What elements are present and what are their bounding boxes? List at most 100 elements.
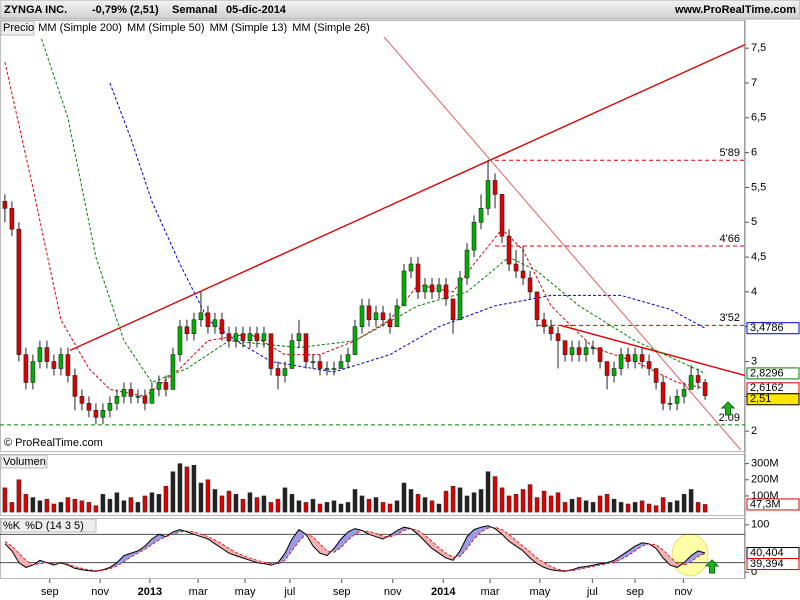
volume-bar <box>541 490 547 513</box>
volume-bar <box>436 503 442 513</box>
oscillator-fill <box>334 539 341 553</box>
y-tick-label: 200M <box>751 474 779 486</box>
volume-bar <box>226 490 232 513</box>
volume-bar <box>604 494 610 513</box>
candle-body <box>401 270 407 307</box>
candle-body <box>51 361 57 369</box>
volume-bar <box>30 497 36 513</box>
candle-body <box>688 375 694 390</box>
panel-label-box <box>0 518 97 533</box>
volume-bar <box>23 494 29 513</box>
volume-bar <box>212 489 218 513</box>
candle-body <box>247 333 253 341</box>
candle-body <box>380 312 386 321</box>
oscillator-fill <box>130 550 138 557</box>
volume-bar <box>366 498 372 513</box>
candle-body <box>534 291 540 321</box>
oscillator-fill <box>292 529 299 551</box>
y-tick-label: 5,5 <box>751 181 766 193</box>
up-arrow-icon <box>720 401 736 416</box>
candle-body <box>128 389 134 397</box>
candle-body <box>240 333 246 341</box>
oscillator-fill <box>201 534 208 539</box>
volume-bar <box>149 492 155 513</box>
candle-body <box>331 368 337 370</box>
oscillator-fill <box>460 536 467 557</box>
candle-body <box>506 235 512 265</box>
volume-bar <box>324 502 330 513</box>
volume-bar <box>688 489 694 513</box>
y-tick-label: 5 <box>751 216 757 228</box>
oscillator-fill <box>544 562 551 570</box>
candle-body <box>604 361 610 376</box>
candle-body <box>653 368 659 383</box>
candle-body <box>44 347 50 362</box>
candle-body <box>23 354 29 383</box>
x-tick-label: nov <box>384 586 402 598</box>
candle-body <box>408 263 414 272</box>
oscillator-fill <box>656 544 664 558</box>
volume-bar <box>233 494 239 513</box>
candle-body <box>660 382 666 404</box>
value-tag: 3,4786 <box>746 322 800 335</box>
volume-bar <box>492 476 498 513</box>
oscillator-fill <box>229 548 236 556</box>
oscillator-fill <box>158 534 166 540</box>
y-tick-label: 2 <box>751 425 757 437</box>
header-bar <box>0 0 800 20</box>
volume-bar <box>156 494 162 513</box>
y-tick-label: 6,5 <box>751 112 766 124</box>
volume-bar <box>163 485 169 513</box>
oscillator-fill <box>369 531 376 537</box>
volume-bar <box>37 500 43 513</box>
copyright: © ProRealTime.com <box>4 437 103 449</box>
candle-body <box>548 326 554 334</box>
candle-body <box>177 326 183 355</box>
candle-body <box>184 326 190 334</box>
candle-body <box>429 284 435 293</box>
volume-bar <box>338 503 344 513</box>
value-tag-label: 2,6162 <box>750 382 784 394</box>
trend-line <box>559 324 745 377</box>
volume-bar <box>506 495 512 513</box>
volume-bar <box>205 479 211 513</box>
volume-bar <box>450 485 456 513</box>
ticker-title: ZYNGA INC. <box>4 4 67 16</box>
oscillator-fill <box>250 558 257 563</box>
candle-body <box>639 354 645 362</box>
candle-body <box>646 361 652 369</box>
volume-bar <box>569 498 575 513</box>
volume-bar <box>527 484 533 513</box>
x-tick-label: mar <box>189 586 208 598</box>
candle-body <box>492 180 498 195</box>
volume-bar <box>191 464 197 513</box>
candle-body <box>583 347 589 355</box>
volume-bar <box>240 498 246 513</box>
candle-body <box>681 389 687 397</box>
volume-bar <box>380 502 386 513</box>
volume-bar <box>9 502 15 513</box>
oscillator-line <box>4 526 706 572</box>
x-tick-label: jul <box>283 586 295 598</box>
candle-body <box>65 354 71 376</box>
volume-bar <box>702 504 708 513</box>
candle-body <box>590 347 596 349</box>
y-tick-label: 6 <box>751 147 757 159</box>
oscillator-fill <box>341 531 348 548</box>
volume-bar <box>65 497 71 513</box>
candle-body <box>289 340 295 369</box>
volume-bar <box>352 489 358 513</box>
volume-bar <box>667 502 673 513</box>
volume-bar <box>58 502 64 513</box>
y-tick-label: 3 <box>751 355 757 367</box>
x-tick-label: nov <box>91 586 109 598</box>
oscillator-fill <box>236 552 243 558</box>
panel-label-box <box>0 20 35 36</box>
oscillator-fill <box>502 529 509 542</box>
candle-body <box>632 354 638 362</box>
volume-bar <box>310 498 316 513</box>
candle-body <box>58 354 64 369</box>
candle-body <box>667 403 673 405</box>
y-tick-label: 4,5 <box>751 251 766 263</box>
oscillator-fill <box>453 550 460 561</box>
